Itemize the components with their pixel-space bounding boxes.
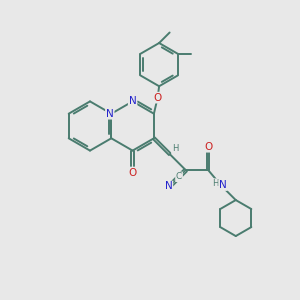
Text: N: N xyxy=(106,109,114,119)
Text: H: H xyxy=(172,144,178,153)
Text: O: O xyxy=(154,93,162,103)
Text: H: H xyxy=(212,179,219,188)
Text: C: C xyxy=(176,172,182,181)
Text: N: N xyxy=(165,182,172,191)
Text: O: O xyxy=(204,142,212,152)
Text: N: N xyxy=(219,180,227,190)
Text: O: O xyxy=(128,167,137,178)
Text: N: N xyxy=(129,96,136,106)
